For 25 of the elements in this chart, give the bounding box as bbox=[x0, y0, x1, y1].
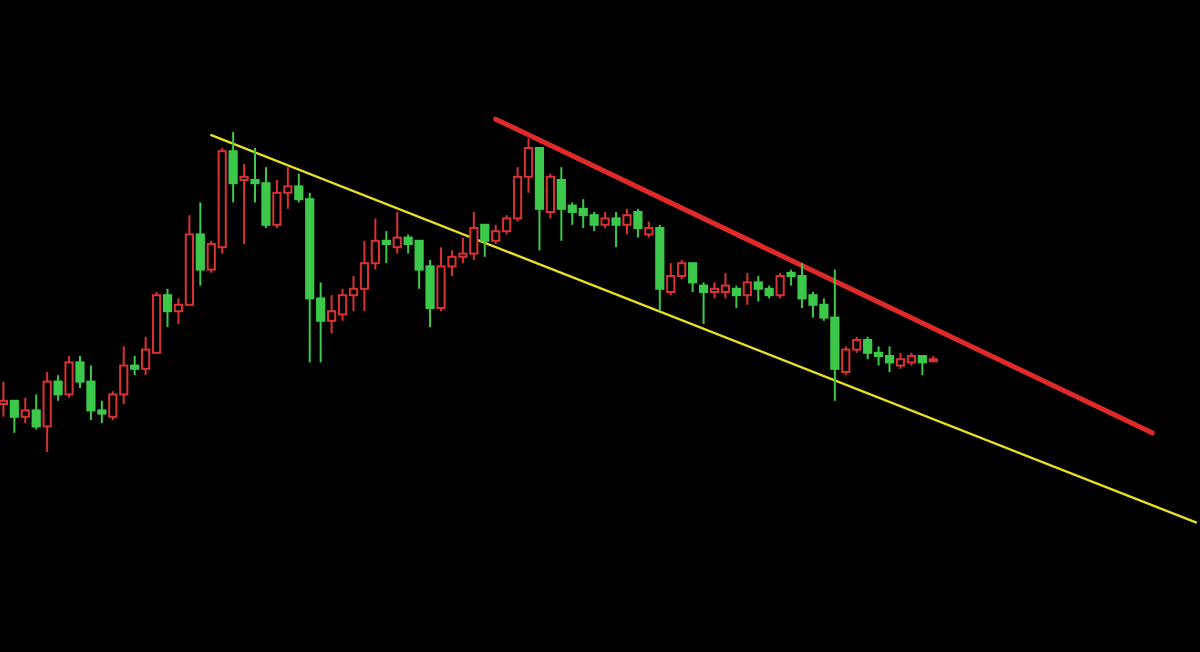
candlestick bbox=[195, 201, 205, 287]
candlestick bbox=[0, 380, 8, 418]
candlestick bbox=[162, 287, 173, 329]
candlestick bbox=[611, 211, 621, 249]
candlestick bbox=[381, 230, 391, 265]
candlestick bbox=[688, 262, 698, 293]
candlestick bbox=[731, 284, 741, 309]
candlestick bbox=[42, 371, 52, 453]
candlestick bbox=[9, 399, 19, 434]
candlestick bbox=[20, 396, 30, 425]
candlestick bbox=[633, 207, 643, 239]
candlestick bbox=[228, 131, 238, 204]
candlestick bbox=[775, 271, 785, 300]
candlestick bbox=[64, 355, 74, 399]
candlestick bbox=[698, 281, 709, 325]
candlestick bbox=[53, 374, 63, 402]
candlestick bbox=[622, 207, 632, 236]
candlestick bbox=[545, 172, 555, 220]
candlestick bbox=[917, 355, 927, 377]
candlestick bbox=[480, 223, 490, 258]
candlestick bbox=[742, 271, 752, 306]
candlestick bbox=[239, 163, 249, 245]
candlestick bbox=[31, 393, 41, 431]
candlestick bbox=[130, 355, 140, 377]
candlestick bbox=[392, 211, 402, 255]
